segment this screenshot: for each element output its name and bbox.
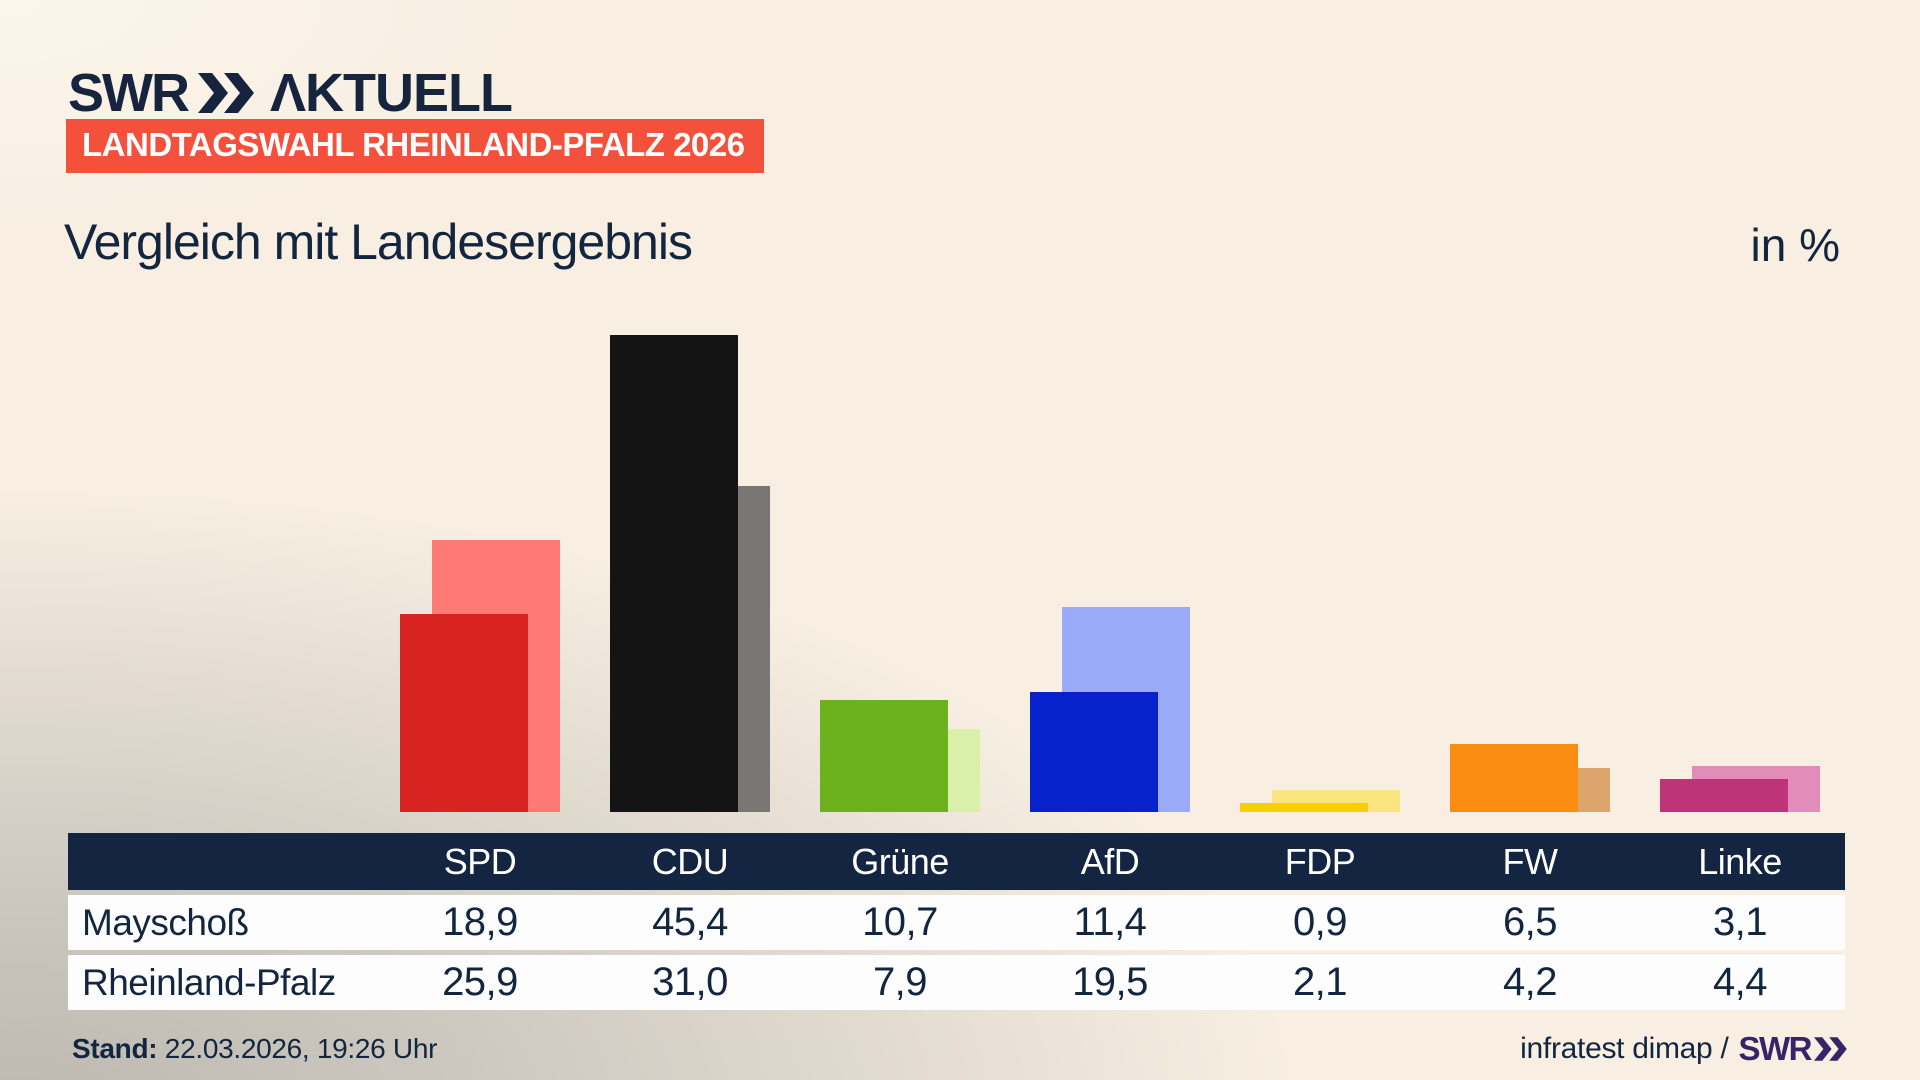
aktuell-wordmark: ΛKTUELL	[269, 63, 513, 123]
value-cell: 4,2	[1502, 960, 1558, 1004]
swr-aktuell-logo: SWR ΛKTUELL	[68, 62, 513, 124]
bar-spd-mayschoss	[400, 614, 528, 812]
bar-fw-mayschoss	[1450, 744, 1578, 812]
swr-footer-logo: SWR	[1739, 1030, 1849, 1068]
stand-label: Stand:	[72, 1033, 158, 1064]
value-cell: 31,0	[652, 960, 728, 1004]
table-row-mayschoss: Mayschoß 18,9 45,4 10,7 11,4 0,9 6,5 3,1	[68, 895, 1845, 950]
timestamp: Stand: 22.03.2026, 19:26 Uhr	[72, 1033, 437, 1065]
value-cell: 2,1	[1292, 960, 1348, 1004]
value-cell: 18,9	[442, 900, 518, 944]
double-chevron-icon	[197, 73, 256, 113]
chart-title: Vergleich mit Landesergebnis	[64, 214, 693, 270]
source-text: infratest dimap /	[1520, 1032, 1729, 1065]
double-chevron-icon	[1814, 1037, 1847, 1061]
bar-linke-mayschoss	[1660, 779, 1788, 812]
value-cell: 7,9	[872, 960, 928, 1004]
bar-gruene-mayschoss	[820, 700, 948, 812]
column-header-spd: SPD	[443, 840, 517, 882]
column-header-gruene: Grüne	[851, 840, 949, 882]
column-header-linke: Linke	[1698, 840, 1782, 882]
row-label: Mayschoß	[82, 901, 249, 943]
source-credit: infratest dimap / SWR	[1520, 1030, 1848, 1068]
bar-fdp-mayschoss	[1240, 803, 1368, 812]
table-header-row: SPD CDU Grüne AfD FDP FW Linke	[68, 833, 1845, 890]
value-cell: 19,5	[1072, 960, 1148, 1004]
column-header-fdp: FDP	[1284, 840, 1356, 882]
value-cell: 3,1	[1712, 900, 1768, 944]
swr-footer-wordmark: SWR	[1738, 1030, 1813, 1067]
value-cell: 25,9	[442, 960, 518, 1004]
stand-value: 22.03.2026, 19:26 Uhr	[157, 1033, 438, 1064]
value-cell: 45,4	[652, 900, 728, 944]
row-label: Rheinland-Pfalz	[82, 961, 336, 1003]
value-cell: 4,4	[1712, 960, 1768, 1004]
bar-cdu-mayschoss	[610, 335, 738, 812]
column-header-fw: FW	[1502, 840, 1558, 882]
value-cell: 11,4	[1073, 900, 1147, 944]
table-row-rheinland-pfalz: Rheinland-Pfalz 25,9 31,0 7,9 19,5 2,1 4…	[68, 955, 1845, 1010]
election-badge: LANDTAGSWAHL RHEINLAND-PFALZ 2026	[66, 119, 765, 173]
column-header-afd: AfD	[1080, 840, 1140, 882]
column-header-cdu: CDU	[651, 840, 729, 882]
value-cell: 0,9	[1292, 900, 1348, 944]
value-cell: 10,7	[862, 900, 938, 944]
table-corner-cell	[68, 833, 375, 890]
unit-label: in %	[1750, 219, 1840, 271]
bar-afd-mayschoss	[1030, 692, 1158, 812]
value-cell: 6,5	[1502, 900, 1558, 944]
swr-wordmark: SWR	[68, 63, 190, 123]
results-table: SPD CDU Grüne AfD FDP FW Linke Mayschoß …	[68, 833, 1845, 1015]
